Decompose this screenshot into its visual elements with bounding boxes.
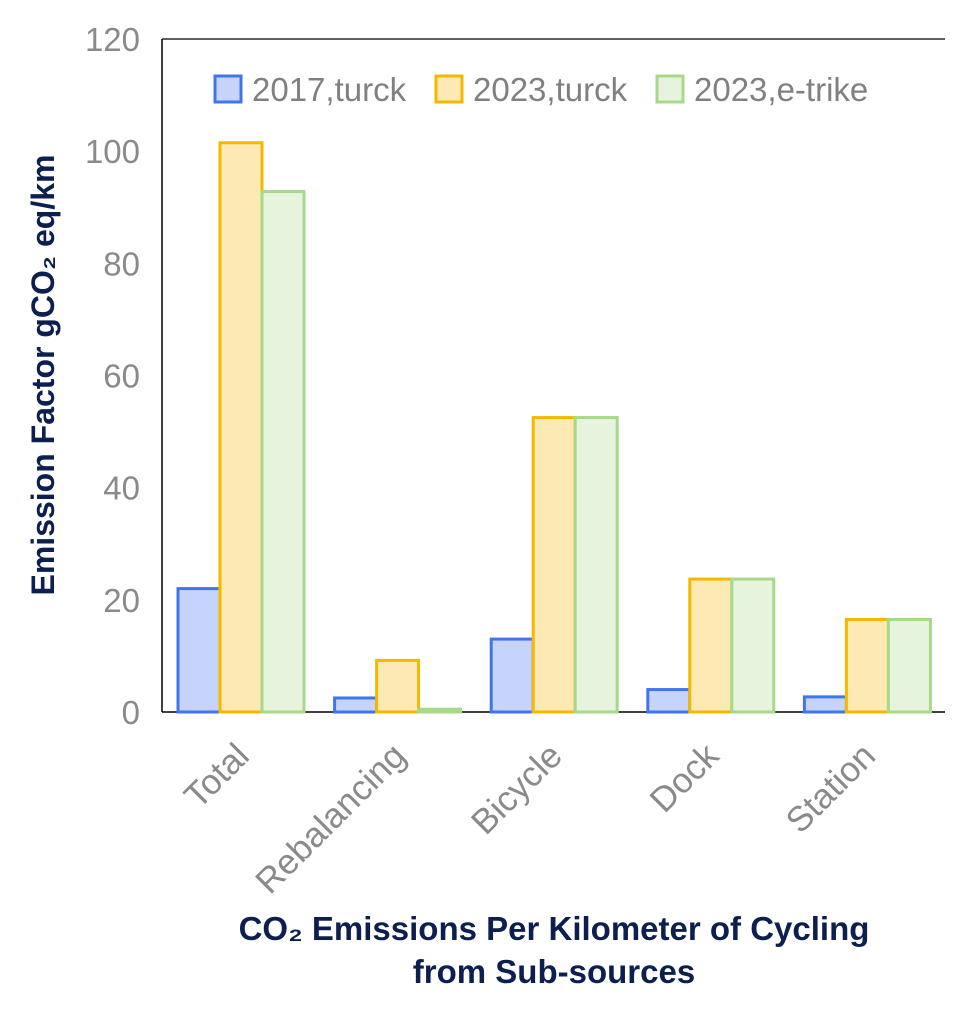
x-category-label: Station [778, 736, 883, 841]
bar-bicycle-0 [489, 637, 535, 714]
x-category-label: Rebalancing [248, 736, 413, 901]
bar-rebalancing-1 [375, 658, 421, 714]
y-tick-label: 0 [122, 694, 140, 731]
x-axis-title-line2: from Sub-sources [413, 953, 695, 990]
bar-dock-1 [688, 577, 734, 714]
y-tick-label: 60 [103, 358, 140, 395]
bar-station-0 [802, 695, 848, 714]
x-category-label: Dock [642, 736, 726, 820]
x-axis-title-line1: CO₂ Emissions Per Kilometer of Cycling [239, 910, 870, 947]
y-tick-label: 20 [103, 582, 140, 619]
bar-dock-2 [730, 577, 776, 714]
y-axis-title: Emission Factor gCO₂ eq/km [25, 155, 61, 596]
y-tick-label: 120 [85, 21, 140, 58]
y-tick-label: 80 [103, 245, 140, 282]
bar-station-1 [844, 617, 890, 714]
y-tick-label: 100 [85, 133, 140, 170]
legend: 2017,turck 2023,turck 2023,e-trike [213, 71, 868, 108]
y-tick-label: 40 [103, 470, 140, 507]
legend-label: 2023,turck [473, 71, 628, 108]
bar-bicycle-1 [531, 416, 577, 714]
y-ticks: 0 20 40 60 80 100 120 [85, 21, 140, 731]
legend-label: 2023,e-trike [694, 71, 868, 108]
bar-total-2 [260, 190, 306, 714]
bar-bicycle-2 [573, 416, 619, 714]
bar-rebalancing-0 [333, 696, 379, 714]
x-category-label: Total [177, 736, 257, 816]
legend-label: 2017,turck [252, 71, 407, 108]
bar-dock-0 [646, 688, 692, 714]
legend-swatch [213, 74, 243, 104]
bar-total-1 [218, 141, 264, 714]
x-category-label: Bicycle [464, 736, 570, 842]
bar-rebalancing-2 [417, 707, 463, 714]
bar-total-0 [176, 587, 222, 714]
bars [176, 141, 932, 714]
legend-swatch [655, 74, 685, 104]
legend-swatch [434, 74, 464, 104]
bar-station-2 [886, 617, 932, 714]
